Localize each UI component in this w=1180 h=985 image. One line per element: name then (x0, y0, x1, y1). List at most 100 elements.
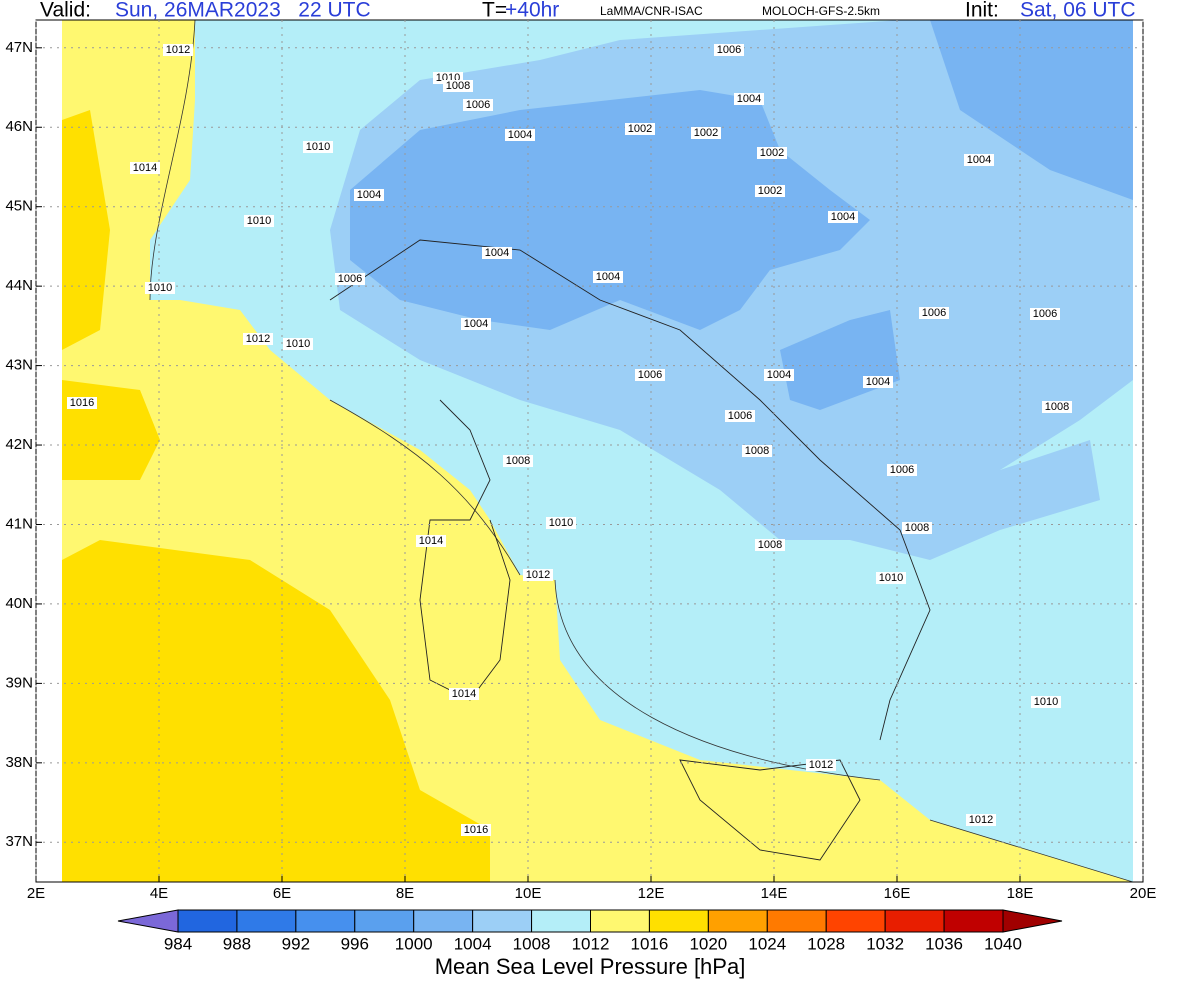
contour-label: 1010 (549, 517, 573, 529)
contour-label-box (335, 273, 365, 285)
contour-label: 1008 (905, 522, 929, 534)
field-region (62, 110, 110, 350)
x-tick-label: 16E (884, 885, 911, 902)
field-region (62, 540, 490, 882)
contour-label-box (449, 688, 479, 700)
contour-label: 1010 (879, 572, 903, 584)
colorbar-label: 1024 (748, 934, 786, 953)
colorbar-label: 1028 (807, 934, 845, 953)
contour-label: 1004 (967, 154, 991, 166)
contour-label-box (755, 539, 785, 551)
contour-label-box (902, 522, 932, 534)
contour-label-box (1031, 696, 1061, 708)
y-tick-label: 37N (5, 833, 33, 850)
institution: LaMMA/CNR-ISAC (600, 4, 703, 18)
contour-label-box (283, 338, 313, 350)
contour-label: 1004 (831, 211, 855, 223)
colorbar-box (236, 909, 297, 933)
contour-label: 1004 (357, 189, 381, 201)
x-tick-label: 20E (1130, 885, 1157, 902)
contour-label: 1004 (508, 129, 532, 141)
colorbar-box (413, 909, 474, 933)
contour-label-box (1042, 401, 1072, 413)
overlay: 2E 4E 6E 8E 10E 12E 14E 16E 18E 20E 37N 38N 39N 40N 41… (5, 20, 1156, 953)
step: +40hr (505, 0, 559, 22)
contour-label-box (919, 307, 949, 319)
contour-label: 1006 (466, 99, 490, 111)
y-tick-label: 46N (5, 118, 33, 135)
x-tick-label: 8E (396, 885, 414, 902)
y-tick-label: 39N (5, 674, 33, 691)
contour-label: 1004 (737, 93, 761, 105)
colorbar-label: 1004 (454, 934, 492, 953)
contour-label: 1006 (728, 410, 752, 422)
contour-line (149, 20, 1133, 882)
contour-label-box (303, 141, 333, 153)
contour-label-box (863, 376, 893, 388)
contour-label: 1004 (866, 376, 890, 388)
contour-label-box (828, 211, 858, 223)
x-tick-label: 4E (150, 885, 168, 902)
valid-time: Sun, 26MAR2023 22 UTC (115, 0, 371, 22)
contour-label-box (755, 185, 785, 197)
colorbar-box (707, 909, 768, 933)
x-tick-label: 2E (27, 885, 45, 902)
contour-label: 1012 (809, 759, 833, 771)
contour-label: 1014 (133, 162, 157, 174)
colorbar-label: 1020 (689, 934, 727, 953)
step-label: T= (482, 0, 507, 22)
colorbar-box (295, 909, 356, 933)
x-tick-label: 18E (1007, 885, 1034, 902)
y-tick-label: 44N (5, 277, 33, 294)
contour-label-box (523, 569, 553, 581)
contour-label: 1006 (922, 307, 946, 319)
colorbar-label: 1036 (925, 934, 963, 953)
colorbar-label: 988 (223, 934, 251, 953)
colorbar-label: 992 (282, 934, 310, 953)
contour-label: 1012 (969, 814, 993, 826)
contour-label-box (354, 189, 384, 201)
contour-label-box (714, 44, 744, 56)
contour-label: 1008 (506, 455, 530, 467)
contour-label: 1004 (464, 318, 488, 330)
contour-label-box (757, 147, 787, 159)
contour-label-box (505, 129, 535, 141)
pressure-field (62, 20, 1133, 882)
colorbar-box (648, 909, 709, 933)
contour-label: 1004 (767, 369, 791, 381)
contour-label: 1002 (758, 185, 782, 197)
contour-label-box (1030, 308, 1060, 320)
colorbar-title: Mean Sea Level Pressure [hPa] (435, 954, 746, 979)
colorbar-under (117, 909, 179, 933)
contour-label: 1016 (70, 397, 94, 409)
contour-label-box (416, 535, 446, 547)
x-tick-label: 10E (515, 885, 542, 902)
colorbar-label: 1040 (984, 934, 1022, 953)
colorbar-label: 984 (164, 934, 192, 953)
contour-label: 1010 (1034, 696, 1058, 708)
colorbar-box (884, 909, 945, 933)
contour-label-box (734, 93, 764, 105)
contour-label: 1002 (760, 147, 784, 159)
contour-label-box (546, 517, 576, 529)
contour-label-box (163, 44, 193, 56)
init-label: Init: (965, 0, 999, 22)
x-tick-label: 14E (761, 885, 788, 902)
contour-label-box (964, 154, 994, 166)
contour-label-box (461, 824, 491, 836)
contour-label: 1014 (419, 535, 443, 547)
contour-label: 1004 (485, 247, 509, 259)
y-tick-label: 45N (5, 198, 33, 215)
colorbar-box (943, 909, 1004, 933)
contour-label: 1010 (286, 338, 310, 350)
contour-label: 1016 (464, 824, 488, 836)
contour-label: 1012 (246, 333, 270, 345)
colorbar-over (1002, 909, 1063, 933)
x-tick-label: 6E (273, 885, 291, 902)
contour-label: 1002 (694, 127, 718, 139)
map-frame (35, 19, 1144, 883)
contour-label: 1014 (452, 688, 476, 700)
colorbar-label: 1012 (572, 934, 610, 953)
contour-label: 1012 (526, 569, 550, 581)
colorbar-box (472, 909, 533, 933)
